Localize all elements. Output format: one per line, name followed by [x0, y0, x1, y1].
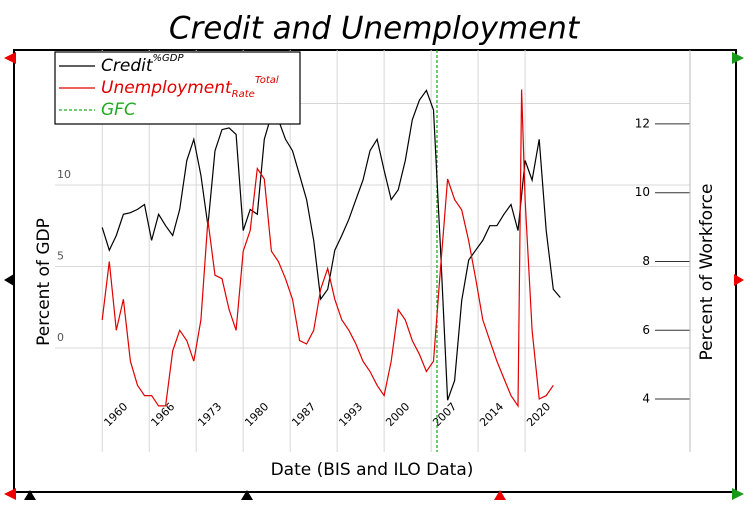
legend-label: GFC: [101, 100, 136, 120]
x-tick-label: 1966: [148, 400, 177, 429]
legend-text: %GDP: [153, 53, 185, 64]
legend-text: Rate: [232, 89, 255, 100]
frame: [13, 49, 737, 493]
y-tick-label: 10: [57, 168, 71, 181]
marker: [494, 490, 506, 500]
y2-tick-label: 6: [642, 323, 650, 337]
legend-text: GFC: [101, 100, 136, 120]
marker: [4, 274, 14, 286]
y-tick-label: 5: [57, 249, 64, 262]
marker: [734, 274, 744, 286]
x-tick-label: 2020: [524, 400, 553, 429]
y2-tick-label: 10: [635, 185, 650, 199]
marker: [732, 488, 744, 500]
x-tick-label: 1980: [242, 400, 271, 429]
x-axis-label: Date (BIS and ILO Data): [271, 460, 474, 480]
marker: [732, 52, 744, 64]
x-tick-label: 2007: [430, 400, 459, 429]
y2-tick-label: 8: [642, 254, 650, 268]
x-tick-label: 1960: [101, 400, 130, 429]
x-tick-label: 1993: [336, 400, 365, 429]
chart-title: Credit and Unemployment: [169, 11, 581, 47]
y-tick-label: 0: [57, 331, 64, 344]
y2-axis-label: Percent of Workforce: [697, 183, 717, 360]
marker: [4, 52, 16, 64]
legend-text: Unemployment: [101, 78, 233, 98]
x-tick-label: 1987: [289, 400, 318, 429]
x-tick-label: 1973: [195, 400, 224, 429]
legend-box: [54, 51, 301, 125]
x-tick-label: 2014: [477, 400, 506, 429]
y2-tick-label: 4: [642, 392, 650, 406]
legend-label: Credit%GDP: [101, 53, 184, 76]
legend-label: UnemploymentRateTotal: [101, 75, 279, 100]
legend-text: Credit: [101, 56, 154, 76]
marker: [24, 490, 36, 500]
series-line: [101, 89, 554, 408]
legend-text: Total: [255, 75, 279, 86]
series-line: [101, 89, 561, 401]
marker: [4, 488, 16, 500]
y2-tick-label: 12: [635, 116, 650, 130]
marker: [241, 490, 253, 500]
y-axis-label: Percent of GDP: [34, 218, 54, 346]
x-tick-label: 2000: [383, 400, 412, 429]
